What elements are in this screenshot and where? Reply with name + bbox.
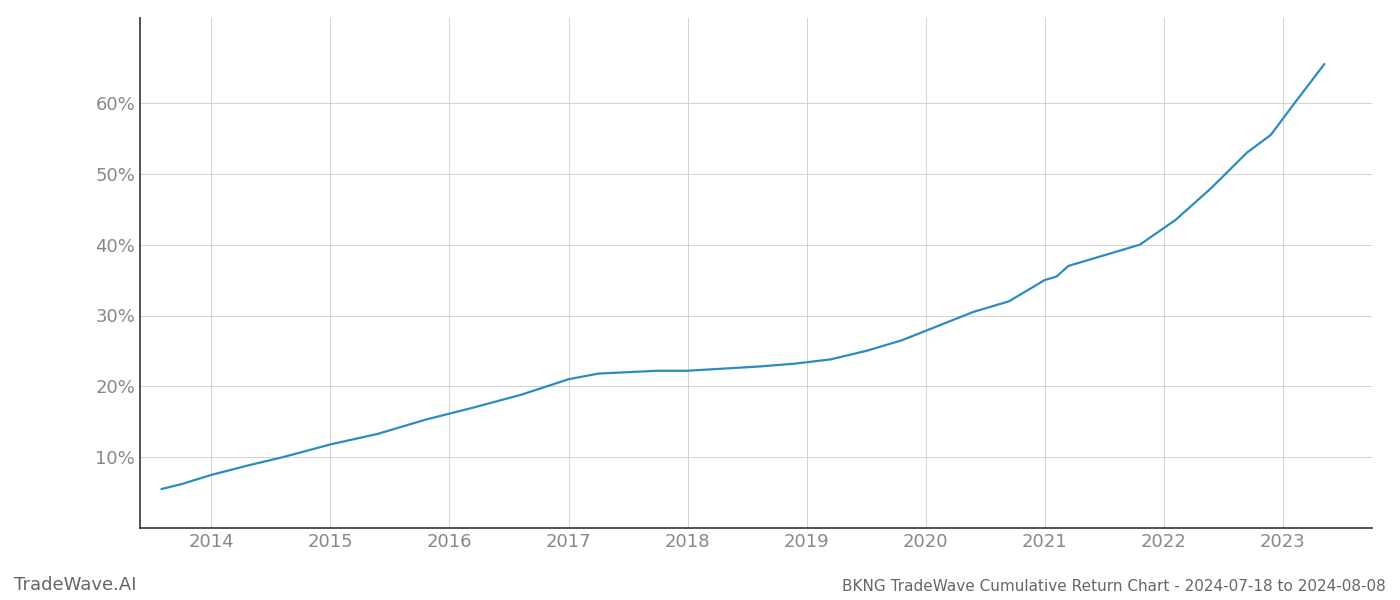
Text: BKNG TradeWave Cumulative Return Chart - 2024-07-18 to 2024-08-08: BKNG TradeWave Cumulative Return Chart -… (843, 579, 1386, 594)
Text: TradeWave.AI: TradeWave.AI (14, 576, 137, 594)
